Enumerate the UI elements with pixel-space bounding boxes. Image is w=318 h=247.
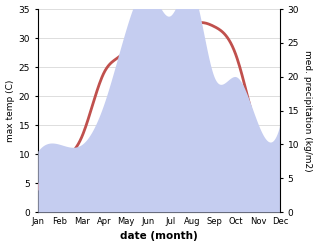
Y-axis label: max temp (C): max temp (C) — [5, 79, 15, 142]
X-axis label: date (month): date (month) — [120, 231, 198, 242]
Y-axis label: med. precipitation (kg/m2): med. precipitation (kg/m2) — [303, 50, 313, 171]
